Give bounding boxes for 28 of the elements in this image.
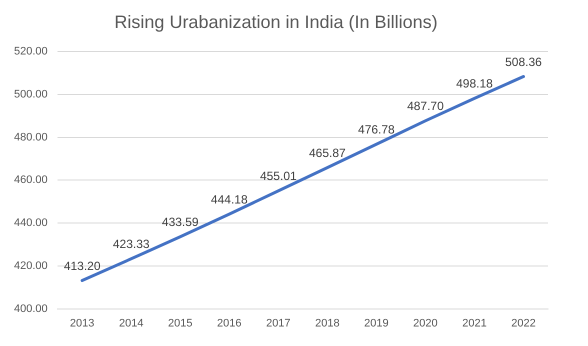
data-label: 455.01 [260,169,297,184]
x-tick-label: 2021 [462,317,487,330]
x-tick-label: 2015 [168,317,192,330]
x-tick-label: 2020 [413,317,438,330]
data-label: 465.87 [308,146,346,160]
x-tick-label: 2013 [70,317,94,330]
data-label: 433.59 [162,215,199,230]
y-tick-label: 460.00 [14,174,48,186]
data-label: 413.20 [64,258,101,273]
data-label: 423.33 [112,237,150,252]
x-tick-label: 2018 [315,317,340,330]
x-tick-label: 2019 [364,317,389,330]
y-tick-label: 400.00 [14,302,48,315]
data-label: 444.18 [210,192,248,206]
x-tick-label: 2014 [118,317,144,330]
chart-title: Rising Urabanization in India (In Billions) [114,12,438,32]
y-tick-label: 440.00 [14,217,48,230]
data-label: 476.78 [358,122,396,137]
y-tick-label: 420.00 [14,260,48,272]
data-label: 498.18 [456,76,494,91]
y-tick-label: 520.00 [14,46,48,58]
x-tick-label: 2022 [511,317,536,330]
x-tick-label: 2017 [266,317,291,330]
y-tick-label: 480.00 [14,131,48,144]
y-tick-label: 500.00 [14,88,48,100]
data-label: 487.70 [407,99,444,114]
data-label: 508.36 [505,54,542,69]
x-tick-label: 2016 [217,317,242,330]
